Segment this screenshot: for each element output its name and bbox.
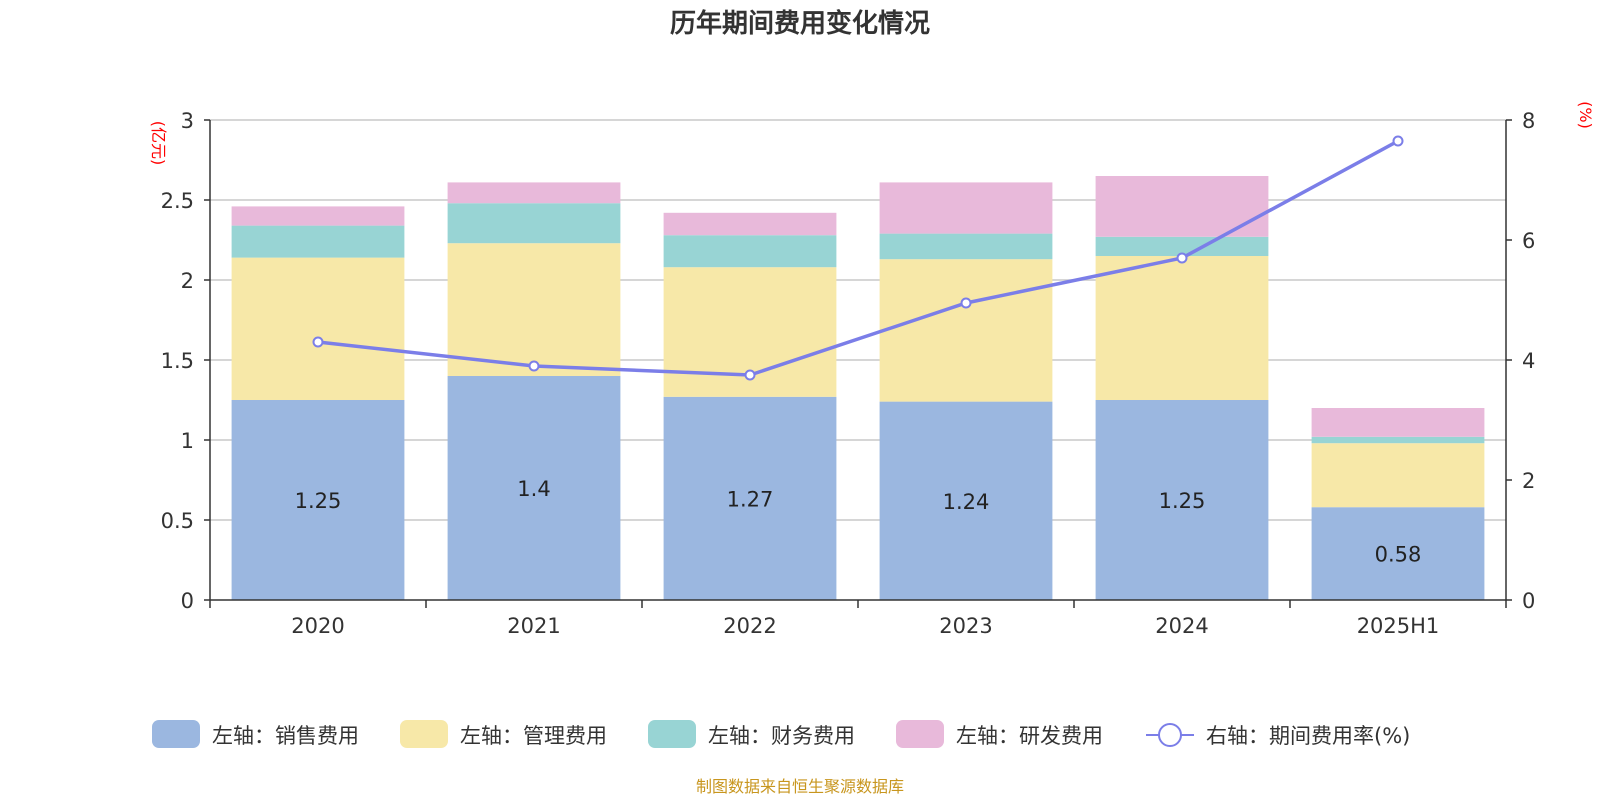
legend: 左轴：销售费用 左轴：管理费用 左轴：财务费用 左轴：研发费用 右轴：期间费用率(%) [152,720,1410,748]
bar-segment-1-2024 [1095,400,1269,600]
legend-label: 右轴：期间费用率(%) [1206,724,1410,748]
x-tick-label: 2025H1 [1357,614,1440,638]
right-tick-label: 4 [1522,349,1535,373]
bar-segment-4-2022 [663,212,837,236]
legend-swatch [648,720,696,748]
left-tick-label: 0 [181,589,194,613]
bar-value-label: 1.27 [727,487,774,511]
bar-segment-4-2023 [879,182,1053,234]
right-axis-unit: (%) [1576,101,1595,129]
rate-point [960,297,972,309]
x-tick-label: 2024 [1155,614,1208,638]
bar-segment-4-2024 [1095,176,1269,237]
legend-swatch [896,720,944,748]
bar-segment-3-2024 [1095,236,1269,256]
rate-point [744,369,756,381]
bar-segment-2-2020 [231,257,405,400]
source-note: 制图数据来自恒生聚源数据库 [696,777,904,796]
bar-segment-2-2021 [447,243,621,376]
left-tick-label: 2.5 [161,189,194,213]
x-tick-label: 2020 [291,614,344,638]
legend-marker [1158,723,1182,747]
bar-segment-1-2025H1 [1311,507,1485,600]
axes: 0 0.5 1 1.5 2 2.5 3 0 2 4 6 8 2020 2021 2022 2023 2024 20… [161,109,1536,638]
rate-line-path [317,139,1399,377]
bar-segment-4-2020 [231,206,405,226]
legend-label: 左轴：财务费用 [708,724,855,748]
rate-point [1176,252,1188,264]
bar-segment-1-2020 [231,400,405,600]
bar-segment-3-2025H1 [1311,436,1485,444]
left-tick-label: 2 [181,269,194,293]
bar-segment-3-2021 [447,203,621,244]
bar-value-label: 0.58 [1375,543,1422,567]
right-tick-label: 8 [1522,109,1535,133]
rate-point [312,336,324,348]
rate-line [312,135,1404,381]
bar-value-label: 1.25 [1159,489,1206,513]
bar-segment-2-2025H1 [1311,443,1485,508]
right-tick-label: 0 [1522,589,1535,613]
bar-segment-2-2024 [1095,256,1269,400]
rate-point [1392,135,1404,147]
right-tick-label: 2 [1522,469,1535,493]
legend-label: 左轴：研发费用 [956,724,1103,748]
x-tick-label: 2022 [723,614,776,638]
left-tick-label: 1 [181,429,194,453]
bar-value-label: 1.4 [517,477,550,501]
bar-segment-3-2023 [879,233,1053,260]
bar-segment-1-2022 [663,396,837,600]
x-tick-label: 2023 [939,614,992,638]
left-tick-label: 1.5 [161,349,194,373]
bar-segment-2-2023 [879,259,1053,402]
bar-value-label: 1.25 [295,489,342,513]
legend-label: 左轴：管理费用 [460,724,607,748]
right-tick-label: 6 [1522,229,1535,253]
bar-segment-4-2021 [447,182,621,204]
left-tick-label: 0.5 [161,509,194,533]
chart-title: 历年期间费用变化情况 [670,8,930,39]
bar-segment-4-2025H1 [1311,408,1485,437]
grid [210,119,1506,521]
left-tick-label: 3 [181,109,194,133]
rate-point [528,360,540,372]
bar-segment-3-2020 [231,225,405,258]
x-tick-label: 2021 [507,614,560,638]
left-axis-unit: (亿元) [149,121,168,166]
bar-segment-1-2023 [879,401,1053,600]
legend-swatch [152,720,200,748]
bars: 1.25 1.4 1.27 1.24 1.25 0.58 [231,176,1485,600]
bar-segment-1-2021 [447,376,621,600]
legend-label: 左轴：销售费用 [212,724,359,748]
bar-segment-3-2022 [663,235,837,268]
bar-value-label: 1.24 [943,490,990,514]
legend-swatch [400,720,448,748]
